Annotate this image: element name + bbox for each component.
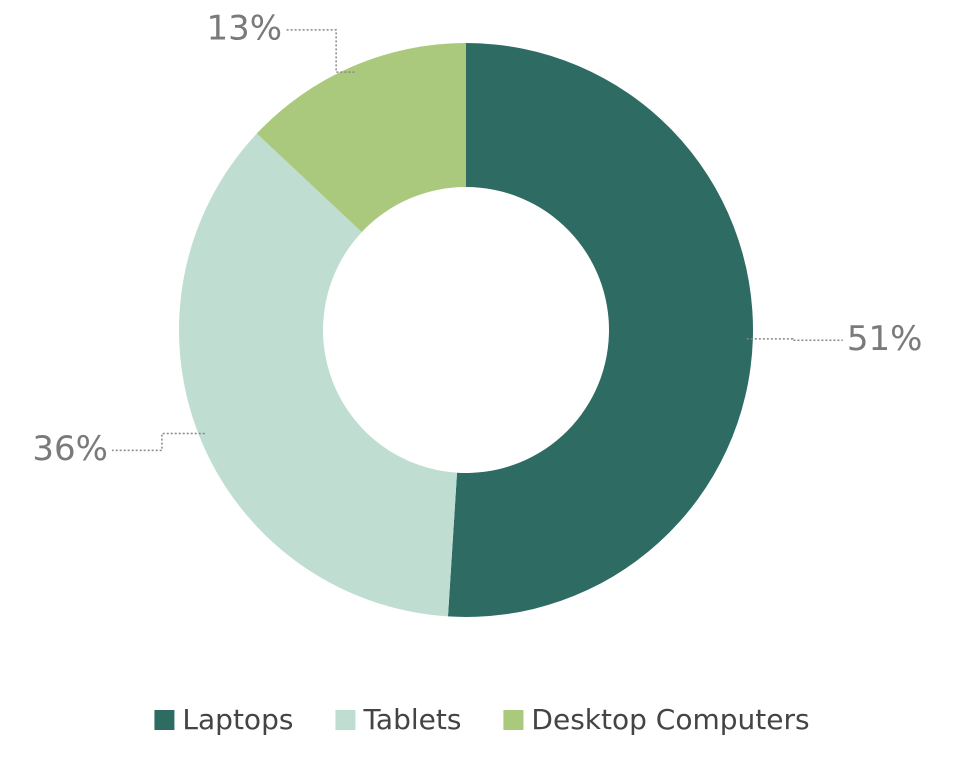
legend-swatch bbox=[503, 710, 524, 730]
value-label: 51% bbox=[847, 319, 923, 359]
slice bbox=[447, 43, 754, 618]
legend-label: Tablets bbox=[362, 703, 461, 736]
legend-label: Laptops bbox=[182, 703, 293, 736]
legend-swatch bbox=[335, 710, 356, 730]
slice bbox=[256, 43, 466, 233]
legend-label: Desktop Computers bbox=[531, 703, 809, 736]
value-label: 36% bbox=[32, 429, 108, 469]
slice bbox=[179, 133, 458, 617]
legend-swatch bbox=[154, 710, 175, 730]
legend: Laptops Tablets Desktop Computers bbox=[154, 703, 810, 736]
leader-line bbox=[286, 29, 355, 73]
leader-line bbox=[746, 338, 843, 342]
value-label: 13% bbox=[207, 8, 283, 48]
leader-line bbox=[111, 432, 205, 452]
